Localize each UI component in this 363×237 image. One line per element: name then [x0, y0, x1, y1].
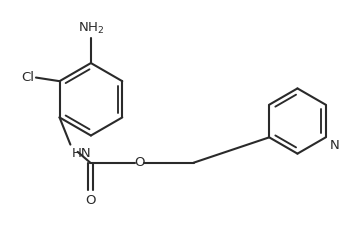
Text: N: N — [330, 139, 340, 152]
Text: NH$_2$: NH$_2$ — [78, 21, 104, 36]
Text: HN: HN — [72, 147, 92, 160]
Text: Cl: Cl — [21, 71, 34, 84]
Text: O: O — [134, 156, 144, 169]
Text: O: O — [85, 194, 95, 207]
